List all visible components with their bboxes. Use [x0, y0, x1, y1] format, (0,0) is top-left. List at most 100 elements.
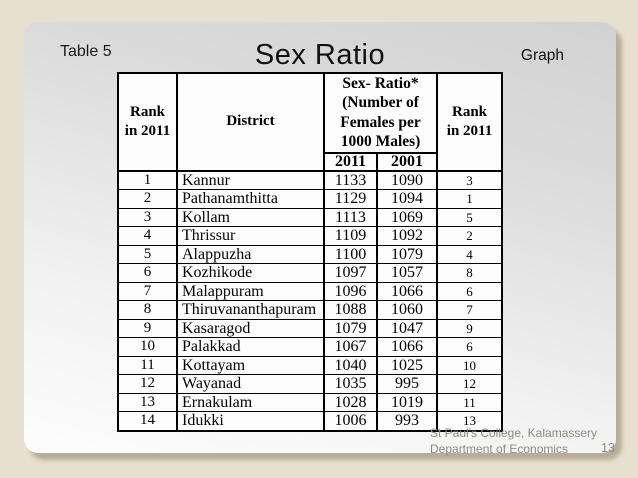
district-cell: Thiruvananthapuram: [176, 300, 325, 320]
ratio-2011-cell: 1109: [323, 226, 378, 246]
slide-title: Sex Ratio: [254, 39, 386, 71]
ratio-2001-cell: 1069: [375, 207, 439, 227]
header-district: District: [176, 72, 325, 172]
ratio-2001-cell: 995: [375, 374, 439, 394]
ratio-2011-cell: 1096: [323, 281, 378, 301]
district-cell: Pathanamthitta: [176, 189, 325, 209]
rank-2011-cell: 7: [117, 281, 178, 301]
table-row: 13 Ernakulam 1028 1019 11: [117, 392, 504, 412]
header-year-2011: 2011: [323, 151, 378, 172]
ratio-2011-cell: 1028: [323, 392, 378, 412]
ratio-2001-cell: 1047: [375, 318, 439, 338]
rank-2011-cell: 12: [117, 374, 178, 394]
ratio-2001-cell: 1092: [375, 226, 439, 246]
rank-2011-cell: 1: [117, 170, 178, 190]
district-cell: Palakkad: [176, 337, 325, 357]
ratio-2011-cell: 1035: [323, 374, 378, 394]
header-rank-2011-left: Rank in 2011: [117, 72, 178, 172]
district-cell: Idukki: [176, 411, 325, 431]
table-row: 7 Malappuram 1096 1066 6: [117, 281, 504, 301]
table-row: 1 Kannur 1133 1090 3: [117, 170, 504, 190]
table-row: 9 Kasaragod 1079 1047 9: [117, 318, 504, 338]
district-cell: Kasaragod: [176, 318, 325, 338]
header-rank-2011-right: Rank in 2011: [436, 72, 504, 172]
rank-2011-cell: 2: [117, 189, 178, 209]
ratio-2001-cell: 1094: [375, 189, 439, 209]
slide-footer: St Paul's College, Kalamassery Departmen…: [430, 426, 597, 457]
ratio-2011-cell: 1129: [323, 189, 378, 209]
rank-2011-right-cell: 11: [436, 392, 504, 412]
footer-college-line: St Paul's College, Kalamassery: [430, 426, 598, 440]
rank-2011-cell: 5: [117, 244, 178, 264]
table-row: 3 Kollam 1113 1069 5: [117, 207, 504, 227]
rank-2011-right-cell: 3: [436, 170, 504, 190]
district-cell: Kollam: [176, 207, 325, 227]
ratio-2011-cell: 1088: [323, 300, 378, 320]
district-cell: Alappuzha: [176, 244, 325, 264]
ratio-2011-cell: 1097: [323, 263, 378, 283]
ratio-2001-cell: 1025: [375, 355, 439, 375]
ratio-2011-cell: 1006: [323, 411, 378, 431]
rank-2011-right-cell: 8: [436, 263, 504, 283]
table-header: Rank in 2011 District Sex- Ratio* (Numbe…: [117, 72, 504, 172]
ratio-2001-cell: 1090: [375, 170, 439, 190]
district-cell: Malappuram: [176, 281, 325, 301]
table-row: 12 Wayanad 1035 995 12: [117, 374, 504, 394]
table-row: 14 Idukki 1006 993 13: [117, 411, 504, 431]
rank-2011-cell: 13: [117, 392, 178, 412]
rank-2011-right-cell: 10: [436, 355, 504, 375]
ratio-2011-cell: 1100: [323, 244, 378, 264]
rank-2011-right-cell: 4: [436, 244, 504, 264]
district-cell: Kozhikode: [176, 263, 325, 283]
sex-ratio-table-wrap: Rank in 2011 District Sex- Ratio* (Numbe…: [117, 72, 504, 432]
rank-2011-right-cell: 5: [436, 207, 504, 227]
ratio-2001-cell: 1019: [375, 392, 439, 412]
ratio-2001-cell: 993: [375, 411, 439, 431]
district-cell: Ernakulam: [176, 392, 325, 412]
district-cell: Wayanad: [176, 374, 325, 394]
rank-2011-right-cell: 2: [436, 226, 504, 246]
ratio-2001-cell: 1079: [375, 244, 439, 264]
rank-2011-right-cell: 13: [436, 411, 504, 431]
rank-2011-cell: 11: [117, 355, 178, 375]
rank-2011-right-cell: 6: [436, 337, 504, 357]
district-cell: Thrissur: [176, 226, 325, 246]
rank-2011-right-cell: 6: [436, 281, 504, 301]
ratio-2011-cell: 1040: [323, 355, 378, 375]
header-sex-ratio-group: Sex- Ratio* (Number of Females per 1000 …: [322, 72, 439, 154]
table-row: 10 Palakkad 1067 1066 6: [117, 337, 504, 357]
ratio-2001-cell: 1066: [375, 281, 439, 301]
table-row: 5 Alappuzha 1100 1079 4: [117, 244, 504, 264]
ratio-2011-cell: 1079: [323, 318, 378, 338]
rank-2011-cell: 10: [117, 337, 178, 357]
rank-2011-cell: 9: [117, 318, 178, 338]
rank-2011-cell: 4: [117, 226, 178, 246]
table-row: 11 Kottayam 1040 1025 10: [117, 355, 504, 375]
rank-2011-right-cell: 7: [436, 300, 504, 320]
ratio-2001-cell: 1060: [375, 300, 439, 320]
ratio-2001-cell: 1066: [375, 337, 439, 357]
table-row: 2 Pathanamthitta 1129 1094 1: [117, 189, 504, 209]
rank-2011-cell: 14: [117, 411, 178, 431]
district-cell: Kannur: [176, 170, 325, 190]
ratio-2011-cell: 1113: [323, 207, 378, 227]
sex-ratio-table: Rank in 2011 District Sex- Ratio* (Numbe…: [117, 72, 504, 432]
table-row: 6 Kozhikode 1097 1057 8: [117, 263, 504, 283]
ratio-2011-cell: 1067: [323, 337, 378, 357]
table-row: 4 Thrissur 1109 1092 2: [117, 226, 504, 246]
table-number-label: Table 5: [60, 43, 112, 60]
rank-2011-right-cell: 1: [436, 189, 504, 209]
rank-2011-cell: 8: [117, 300, 178, 320]
header-year-2001: 2001: [375, 151, 439, 172]
table-body: 1 Kannur 1133 1090 3 2 Pathanamthitta 1129 1094 1…: [117, 170, 504, 431]
table-row: 8 Thiruvananthapuram 1088 1060 7: [117, 300, 504, 320]
footer-department-line: Department of Economics: [430, 441, 569, 456]
slide: Table 5 Sex Ratio Graph Rank in 2011 Dis…: [24, 22, 616, 456]
graph-link[interactable]: Graph: [520, 47, 564, 64]
rank-2011-right-cell: 9: [436, 318, 504, 338]
rank-2011-cell: 6: [117, 263, 178, 283]
ratio-2001-cell: 1057: [375, 263, 439, 283]
ratio-2011-cell: 1133: [323, 170, 378, 190]
rank-2011-right-cell: 12: [436, 374, 504, 394]
